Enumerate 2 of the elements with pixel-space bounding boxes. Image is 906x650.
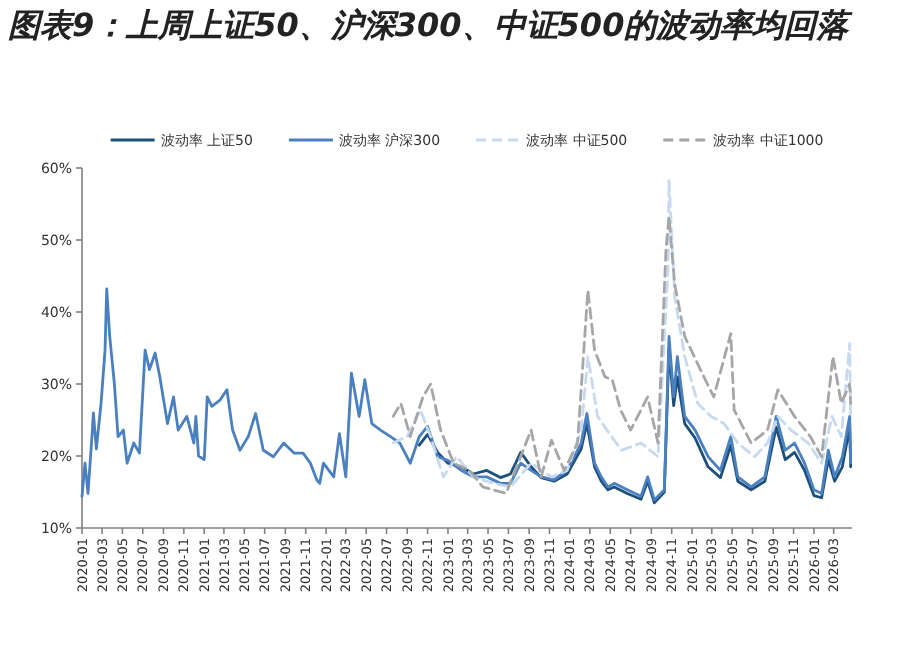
line-series <box>80 287 853 502</box>
chart-title: 图表9：上周上证50、沪深300、中证500的波动率均回落 <box>8 4 855 48</box>
